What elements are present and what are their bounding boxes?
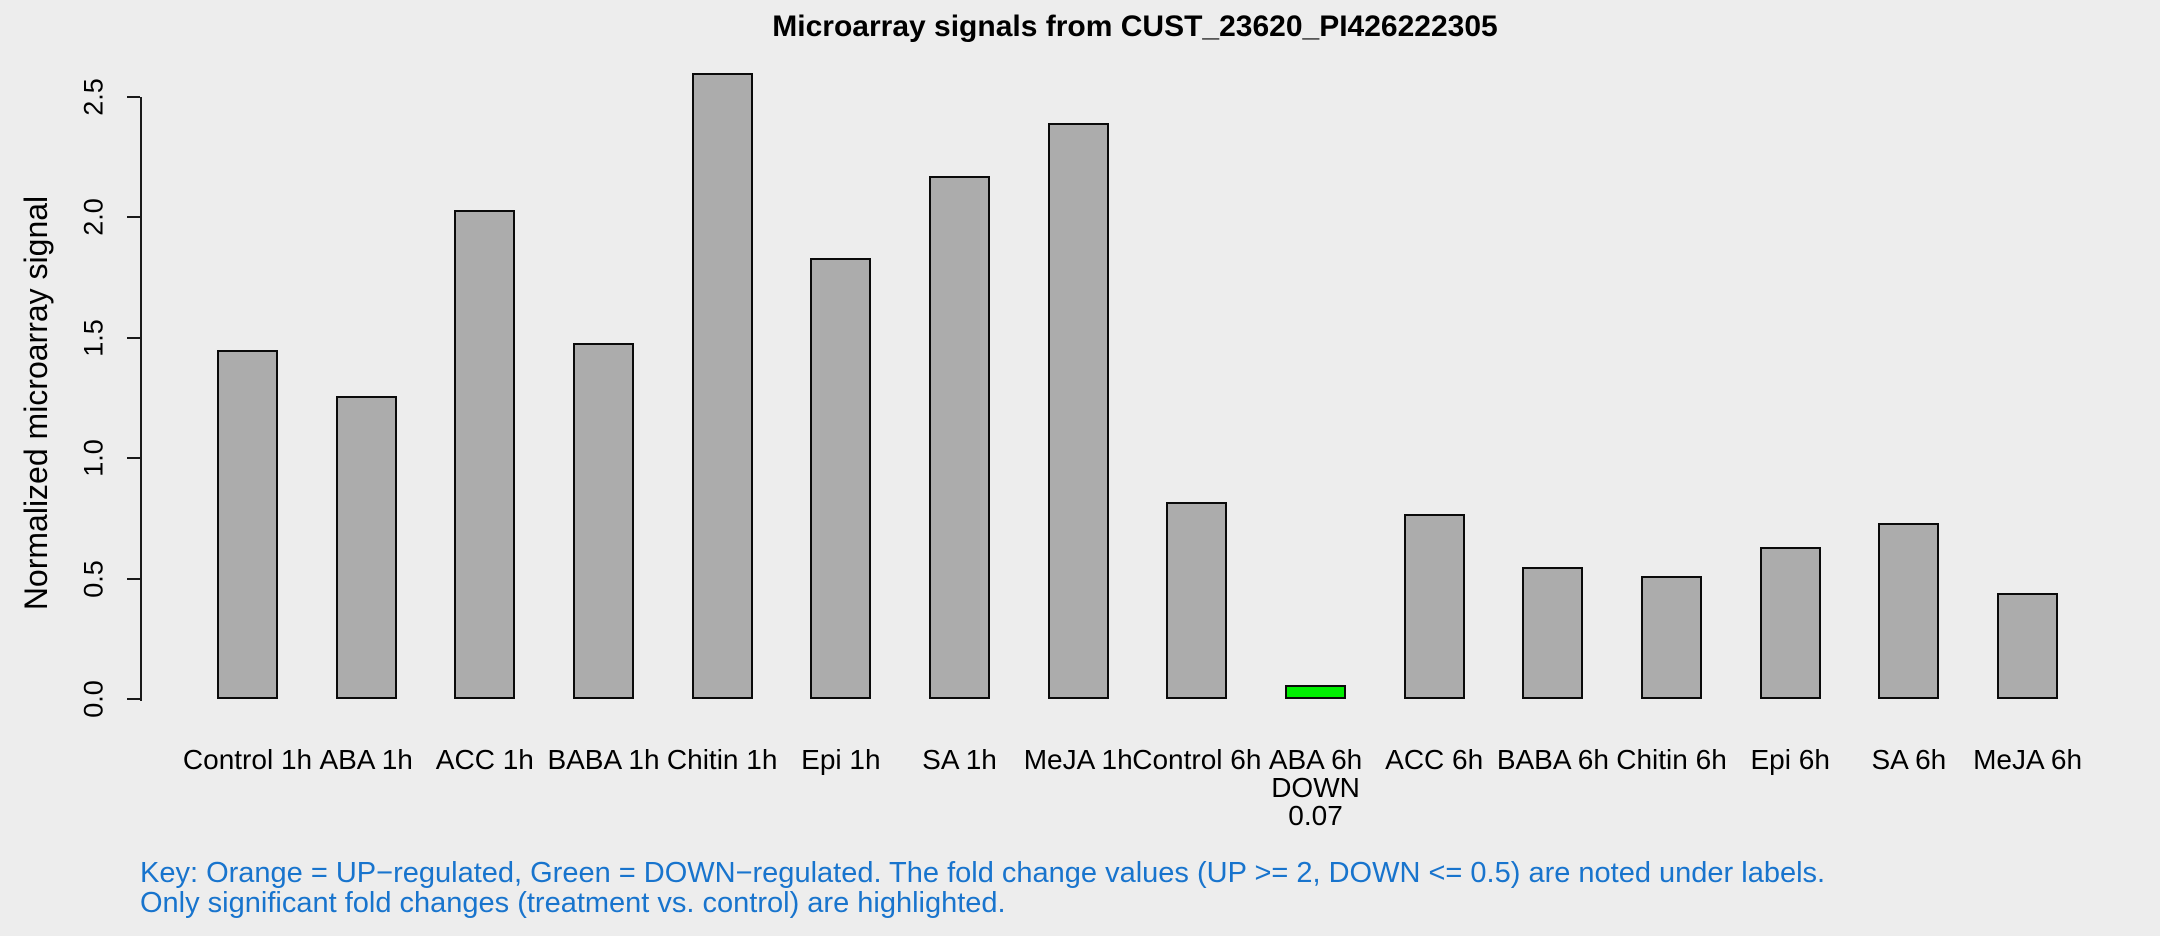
y-tick-mark — [126, 216, 140, 219]
x-label-epi-6h: Epi 6h — [1750, 744, 1830, 775]
bar-aba-1h — [335, 395, 397, 700]
x-label-aba-1h: ABA 1h — [319, 744, 413, 775]
bar-meja-1h — [1047, 123, 1109, 700]
bar-epi-6h — [1759, 547, 1821, 700]
x-label-control-6h: Control 6h — [1132, 744, 1262, 775]
bar-sa-1h — [929, 176, 991, 700]
y-tick-label: 1.0 — [78, 439, 109, 478]
y-tick-label: 0.5 — [78, 559, 109, 598]
y-tick-mark — [126, 336, 140, 339]
x-label-meja-6h: MeJA 6h — [1973, 744, 2083, 775]
y-tick-mark — [126, 577, 140, 580]
fold-change-label: 0.07 — [1288, 800, 1343, 831]
y-axis-label: Normalized microarray signal — [18, 195, 54, 611]
x-label-chitin-6h: Chitin 6h — [1616, 744, 1727, 775]
chart-title: Microarray signals from CUST_23620_PI426… — [772, 10, 1498, 43]
x-label-baba-6h: BABA 6h — [1496, 744, 1609, 775]
x-label-epi-1h: Epi 1h — [801, 744, 881, 775]
key-line-1: Key: Orange = UP−regulated, Green = DOWN… — [140, 857, 1826, 889]
regulation-direction-label: DOWN — [1271, 772, 1360, 803]
bar-baba-6h — [1522, 566, 1584, 700]
y-tick-mark — [126, 698, 140, 701]
y-tick-label: 1.5 — [78, 318, 109, 357]
y-axis-line — [139, 96, 142, 702]
bar-acc-1h — [454, 209, 516, 700]
key-text: Key: Orange = UP−regulated, Green = DOWN… — [140, 858, 1825, 918]
x-label-baba-1h: BABA 1h — [547, 744, 660, 775]
x-label-meja-1h: MeJA 1h — [1023, 744, 1133, 775]
bar-control-1h — [217, 349, 278, 700]
y-tick-label: 0.0 — [78, 680, 109, 719]
x-label-chitin-1h: Chitin 1h — [666, 744, 778, 775]
y-tick-label: 2.0 — [78, 198, 109, 236]
x-label-control-1h: Control 1h — [182, 744, 313, 775]
bar-chitin-1h — [691, 72, 753, 700]
x-label-aba-6h: ABA 6h DOWN 0.07 — [1231, 746, 1401, 830]
bar-baba-1h — [573, 342, 634, 700]
y-tick-mark — [126, 457, 140, 460]
bar-epi-1h — [810, 258, 872, 700]
bar-chitin-6h — [1641, 576, 1703, 700]
bar-control-6h — [1166, 501, 1228, 700]
bar-acc-6h — [1403, 513, 1465, 700]
y-tick-mark — [126, 95, 140, 98]
x-label-acc-6h: ACC 6h — [1385, 744, 1484, 775]
x-label-acc-1h: ACC 1h — [435, 744, 534, 775]
x-label-sa-6h: SA 6h — [1871, 744, 1947, 775]
bar-aba-6h — [1285, 684, 1347, 700]
bar-meja-6h — [1997, 593, 2059, 700]
bar-sa-6h — [1878, 523, 1940, 700]
key-line-2: Only significant fold changes (treatment… — [140, 887, 1006, 919]
y-tick-label: 2.5 — [78, 77, 109, 116]
x-label-sa-1h: SA 1h — [922, 744, 997, 775]
